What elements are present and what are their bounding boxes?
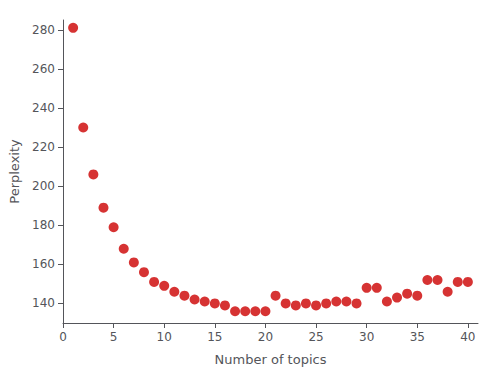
svg-text:140: 140: [32, 296, 55, 310]
svg-text:10: 10: [157, 330, 172, 344]
svg-text:35: 35: [410, 330, 425, 344]
svg-text:220: 220: [32, 140, 55, 154]
svg-text:0: 0: [59, 330, 67, 344]
svg-text:200: 200: [32, 179, 55, 193]
svg-text:25: 25: [308, 330, 323, 344]
svg-text:30: 30: [359, 330, 374, 344]
svg-text:Perplexity: Perplexity: [7, 139, 22, 204]
svg-text:180: 180: [32, 218, 55, 232]
svg-text:15: 15: [207, 330, 222, 344]
svg-text:40: 40: [460, 330, 475, 344]
svg-text:Number of topics: Number of topics: [215, 352, 327, 367]
svg-text:280: 280: [32, 23, 55, 37]
svg-text:160: 160: [32, 257, 55, 271]
svg-text:240: 240: [32, 101, 55, 115]
svg-text:20: 20: [258, 330, 273, 344]
svg-text:5: 5: [110, 330, 118, 344]
svg-text:260: 260: [32, 62, 55, 76]
